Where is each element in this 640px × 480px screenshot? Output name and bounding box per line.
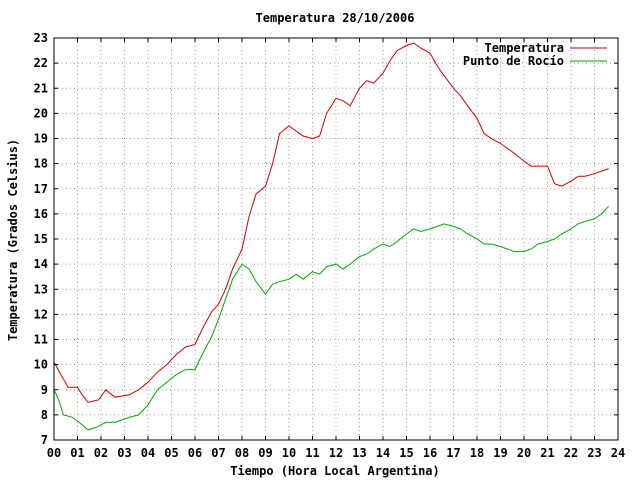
x-tick-label: 04 bbox=[141, 446, 155, 460]
y-tick-label: 19 bbox=[34, 132, 48, 146]
legend-label-punto-de-rocio: Punto de Rocío bbox=[463, 54, 564, 68]
x-tick-label: 15 bbox=[399, 446, 413, 460]
y-tick-label: 13 bbox=[34, 282, 48, 296]
y-tick-label: 15 bbox=[34, 232, 48, 246]
y-tick-label: 8 bbox=[41, 408, 48, 422]
legend-label-temperatura: Temperatura bbox=[485, 41, 564, 55]
x-tick-label: 19 bbox=[493, 446, 507, 460]
x-tick-label: 14 bbox=[376, 446, 390, 460]
x-tick-label: 22 bbox=[564, 446, 578, 460]
x-tick-label: 09 bbox=[258, 446, 272, 460]
y-tick-label: 11 bbox=[34, 333, 48, 347]
y-axis-label: Temperatura (Grados Celsius) bbox=[6, 139, 20, 341]
y-tick-label: 22 bbox=[34, 56, 48, 70]
x-tick-label: 08 bbox=[235, 446, 249, 460]
x-tick-label: 21 bbox=[540, 446, 554, 460]
x-tick-label: 23 bbox=[587, 446, 601, 460]
legend: Temperatura Punto de Rocío bbox=[463, 41, 607, 68]
x-tick-label: 17 bbox=[446, 446, 460, 460]
x-tick-label: 18 bbox=[470, 446, 484, 460]
x-tick-label: 01 bbox=[70, 446, 84, 460]
x-tick-label: 16 bbox=[423, 446, 437, 460]
y-tick-label: 14 bbox=[34, 257, 48, 271]
x-tick-label: 13 bbox=[352, 446, 366, 460]
x-axis-label: Tiempo (Hora Local Argentina) bbox=[230, 464, 440, 478]
x-tick-label: 20 bbox=[517, 446, 531, 460]
series-line-temperatura bbox=[53, 42, 609, 403]
grid-lines bbox=[54, 38, 618, 440]
x-tick-label: 00 bbox=[47, 446, 61, 460]
y-tick-label: 20 bbox=[34, 106, 48, 120]
axis-ticks: 00 01 02 03 04 05 06 07 08 09 10 11 12 13 14 15 16 17 18 19… bbox=[34, 31, 626, 460]
y-tick-label: 17 bbox=[34, 182, 48, 196]
x-tick-label: 06 bbox=[188, 446, 202, 460]
y-tick-label: 10 bbox=[34, 358, 48, 372]
chart-title: Temperatura 28/10/2006 bbox=[256, 11, 415, 25]
y-tick-label: 23 bbox=[34, 31, 48, 45]
x-tick-label: 12 bbox=[329, 446, 343, 460]
y-tick-label: 21 bbox=[34, 81, 48, 95]
x-tick-label: 07 bbox=[211, 446, 225, 460]
x-tick-label: 11 bbox=[305, 446, 319, 460]
series-line-punto-de-rocio bbox=[53, 205, 609, 431]
y-tick-label: 12 bbox=[34, 307, 48, 321]
y-tick-label: 18 bbox=[34, 157, 48, 171]
x-tick-label: 02 bbox=[94, 446, 108, 460]
x-tick-label: 03 bbox=[117, 446, 131, 460]
series-lines bbox=[53, 42, 609, 431]
x-tick-label: 05 bbox=[164, 446, 178, 460]
x-tick-label: 24 bbox=[611, 446, 625, 460]
y-tick-label: 16 bbox=[34, 207, 48, 221]
x-tick-label: 10 bbox=[282, 446, 296, 460]
y-tick-label: 7 bbox=[41, 433, 48, 447]
y-tick-label: 9 bbox=[41, 383, 48, 397]
